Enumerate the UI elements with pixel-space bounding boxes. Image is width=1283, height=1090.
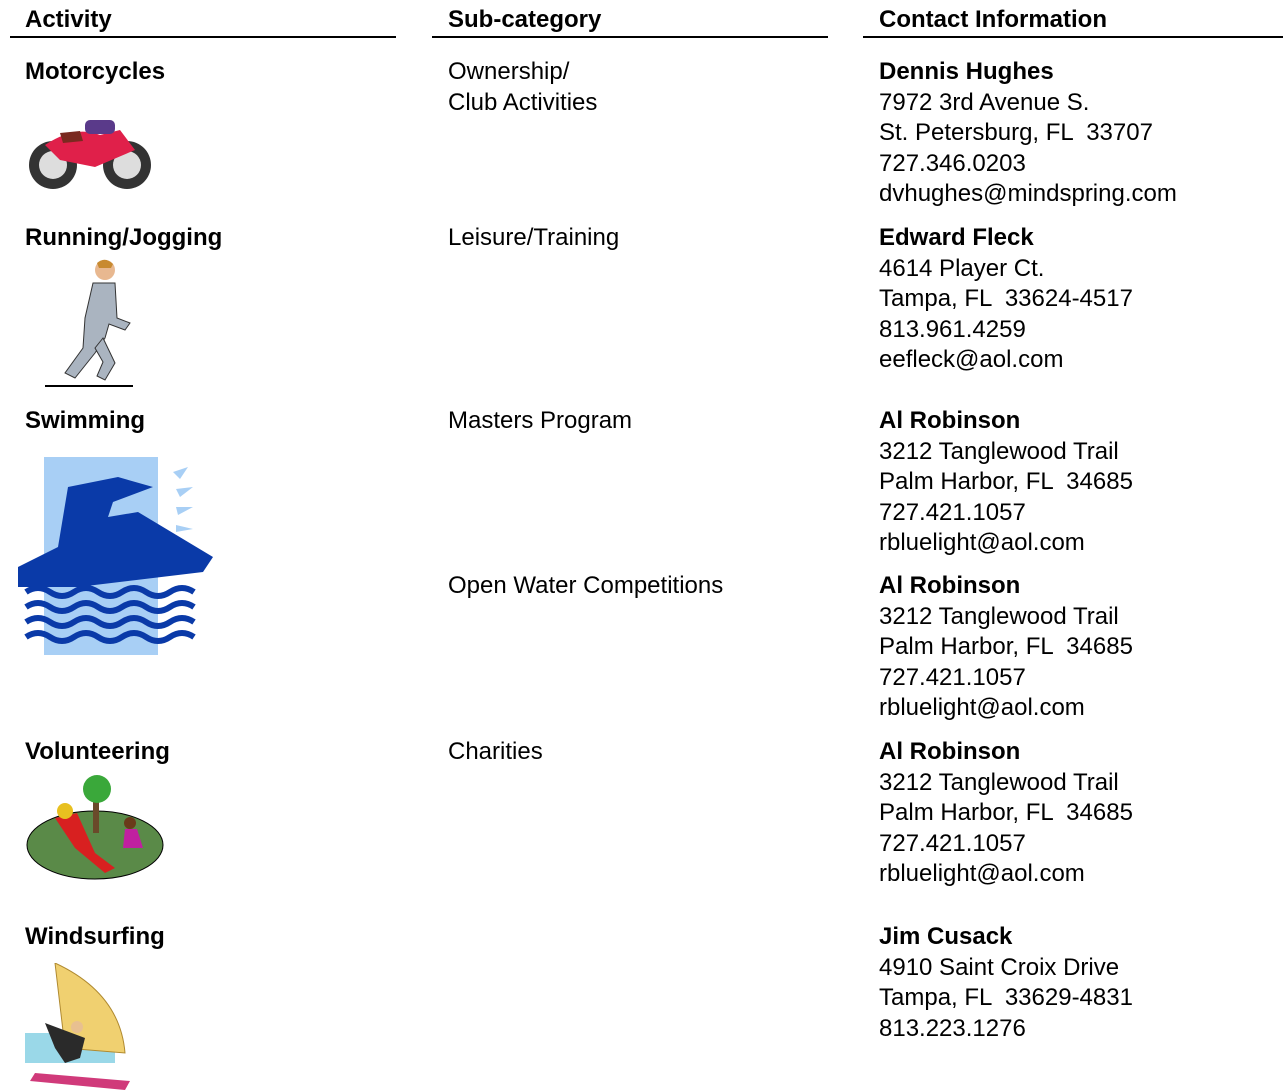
contact-name: Al Robinson [879, 738, 1021, 765]
runner-clipart [45, 259, 133, 387]
header-subcategory: Sub-category [448, 6, 602, 33]
swimmer-clipart [18, 457, 213, 655]
subcategory: Charities [448, 738, 543, 765]
activity: Windsurfing [25, 923, 165, 950]
contact-line: 4910 Saint Croix Drive [879, 953, 1120, 981]
contact-line: 727.421.1057 [879, 498, 1026, 526]
header-contact: Contact Information [879, 6, 1107, 33]
activity: Volunteering [25, 738, 170, 765]
contact-line: 3212 Tanglewood Trail [879, 768, 1119, 796]
subcategory: Open Water Competitions [448, 572, 724, 599]
windsurfer-clipart [25, 963, 130, 1090]
volunteer-clipart [26, 775, 164, 880]
header-activity: Activity [25, 6, 112, 33]
activity: Swimming [25, 407, 146, 434]
motorcycle-clipart [29, 120, 151, 189]
contact-line: 813.223.1276 [879, 1014, 1026, 1042]
contact-name: Dennis Hughes [879, 58, 1054, 85]
contact-line: 7972 3rd Avenue S. [879, 88, 1090, 116]
contact-line: 3212 Tanglewood Trail [879, 437, 1119, 465]
header-rule [10, 36, 396, 38]
contact-line: rbluelight@aol.com [879, 529, 1085, 556]
contact-line: St. Petersburg, FL 33707 [879, 119, 1153, 146]
contact-line: Tampa, FL 33624-4517 [879, 285, 1133, 312]
contact-line: eefleck@aol.com [879, 346, 1064, 373]
subcategory: Masters Program [448, 407, 633, 434]
contact-line: dvhughes@mindspring.com [879, 180, 1177, 207]
activity: Motorcycles [25, 58, 166, 85]
contact-line: 3212 Tanglewood Trail [879, 602, 1119, 630]
contact-name: Al Robinson [879, 407, 1021, 434]
contact-line: Tampa, FL 33629-4831 [879, 984, 1133, 1011]
contact-name: Jim Cusack [879, 923, 1013, 950]
contact-line: 727.346.0203 [879, 149, 1026, 177]
contact-line: Palm Harbor, FL 34685 [879, 799, 1133, 826]
subcategory: Leisure/Training [448, 224, 620, 251]
contact-name: Edward Fleck [879, 224, 1034, 251]
contact-name: Al Robinson [879, 572, 1021, 599]
contact-line: 727.421.1057 [879, 663, 1026, 691]
contact-line: Palm Harbor, FL 34685 [879, 633, 1133, 660]
header-rule [432, 36, 828, 38]
contact-line: rbluelight@aol.com [879, 860, 1085, 887]
contact-line: Palm Harbor, FL 34685 [879, 468, 1133, 495]
subcategory: Ownership/ [448, 58, 570, 85]
contact-line: 813.961.4259 [879, 315, 1026, 343]
contact-line: rbluelight@aol.com [879, 694, 1085, 721]
header-rule [863, 36, 1283, 38]
subcategory: Club Activities [448, 88, 598, 116]
activity: Running/Jogging [25, 224, 223, 251]
contact-line: 4614 Player Ct. [879, 254, 1045, 282]
contact-line: 727.421.1057 [879, 829, 1026, 857]
